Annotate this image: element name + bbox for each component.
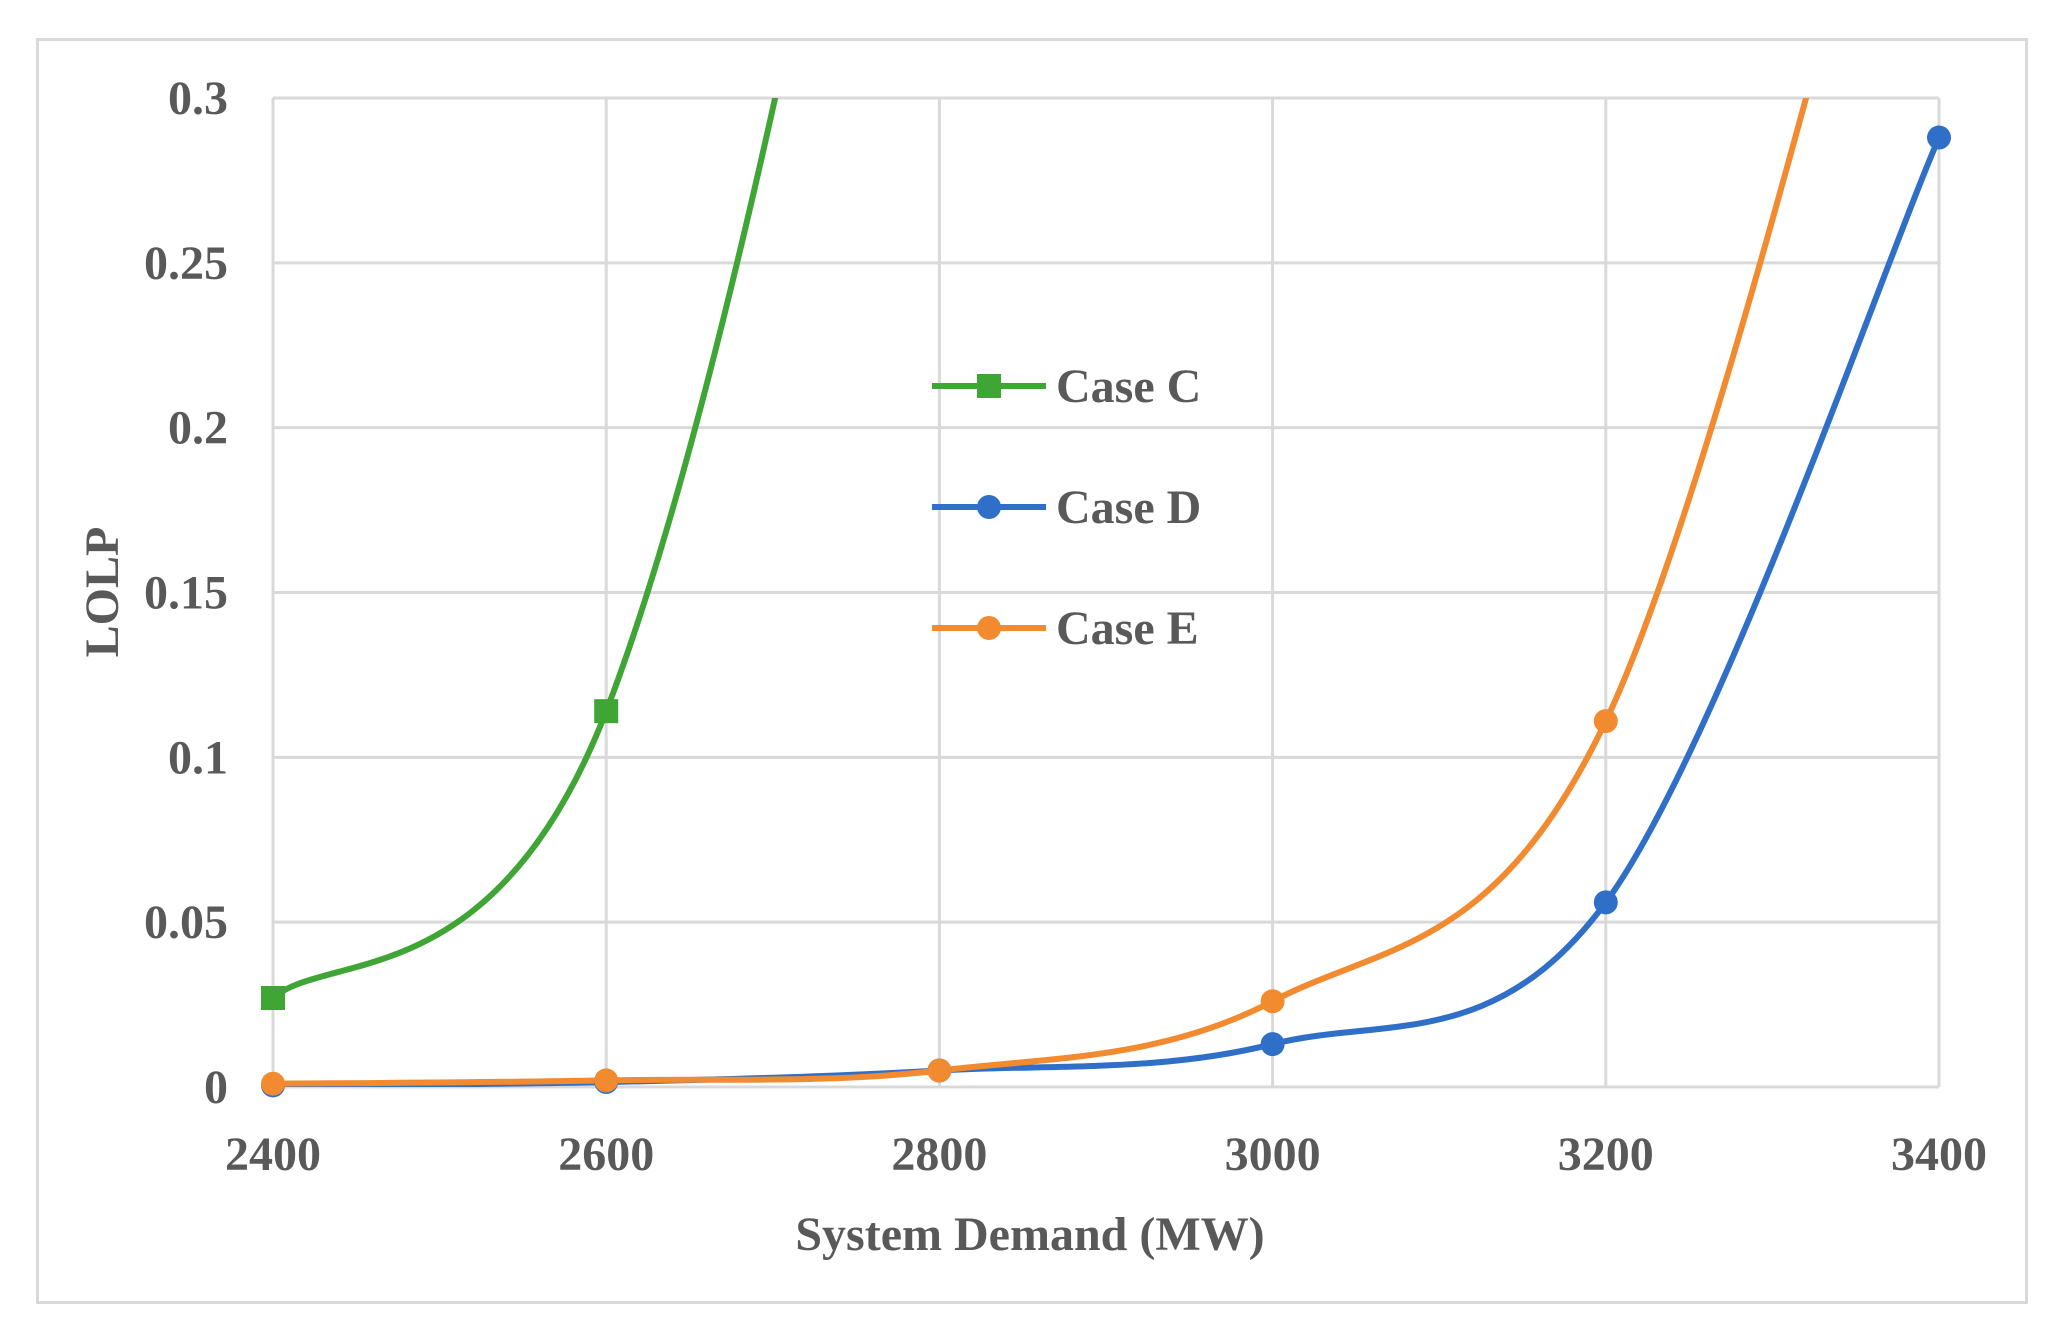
data-point-case-e [927, 1058, 952, 1083]
x-axis-label: System Demand (MW) [795, 1208, 1264, 1261]
x-tick-label: 3200 [1558, 1128, 1654, 1181]
data-point-case-e [594, 1068, 619, 1093]
x-tick-label: 2400 [225, 1128, 321, 1181]
y-tick-label: 0.15 [144, 567, 228, 620]
legend-label-case-d: Case D [1056, 481, 1201, 534]
y-tick-label: 0.3 [168, 72, 228, 125]
x-tick-label: 2600 [558, 1128, 654, 1181]
legend-marker-case-d [977, 495, 1001, 519]
data-point-case-c [594, 699, 619, 724]
data-point-case-d [1260, 1032, 1285, 1057]
y-tick-label: 0.2 [168, 402, 228, 455]
y-tick-label: 0.1 [168, 731, 228, 784]
series-markers [261, 125, 1951, 1098]
data-point-case-e [1260, 989, 1285, 1014]
series-line-case-c [273, 98, 779, 1001]
y-axis-label: LOLP [76, 527, 129, 658]
x-tick-label: 3400 [1891, 1128, 1987, 1181]
data-point-case-e [1593, 709, 1618, 734]
y-tick-label: 0.05 [144, 896, 228, 949]
tick-labels: 0 0.05 0.1 0.15 0.2 0.25 0.3 2400 2600 2800 3000 32… [144, 72, 1987, 1181]
legend-marker-case-e [977, 616, 1001, 640]
grid-lines [271, 96, 1941, 1089]
y-tick-label: 0.25 [144, 237, 228, 290]
y-tick-label: 0 [204, 1061, 228, 1114]
legend-label-case-c: Case C [1056, 360, 1201, 413]
data-point-case-c [261, 985, 285, 1010]
data-point-case-e [261, 1071, 285, 1096]
legend: Case C Case D Case E [932, 360, 1201, 655]
x-tick-label: 3000 [1225, 1128, 1321, 1181]
data-point-case-d [1927, 125, 1951, 150]
legend-marker-case-c [977, 374, 1001, 398]
legend-label-case-e: Case E [1056, 602, 1199, 655]
data-point-case-d [1593, 890, 1618, 915]
x-tick-label: 2800 [891, 1128, 987, 1181]
chart-frame [36, 38, 2028, 1304]
